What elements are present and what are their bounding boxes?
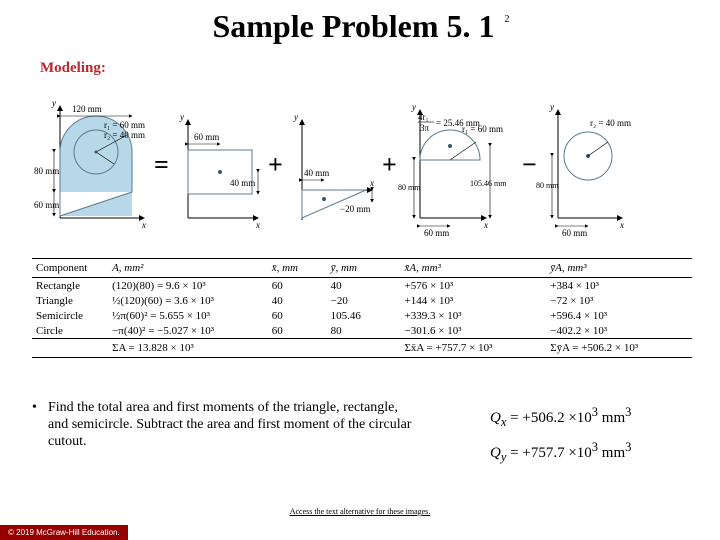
svg-text:x: x	[141, 220, 146, 230]
svg-text:120 mm: 120 mm	[72, 104, 102, 114]
table-sum-row: ΣA = 13.828 × 10³ Σx̄A = +757.7 × 10³ Σȳ…	[32, 339, 692, 358]
svg-text:3π: 3π	[420, 123, 430, 133]
svg-text:y: y	[51, 98, 56, 108]
moments-table: Component A, mm² x̄, mm ȳ, mm x̄A, mm³ ȳ…	[32, 258, 692, 358]
op-plus1: +	[268, 150, 282, 180]
section-label: Modeling:	[40, 60, 106, 77]
th-ybar: ȳ, mm	[327, 259, 401, 278]
result-qx: Qx = +506.2 ×103 mm3	[490, 400, 631, 435]
th-area: A, mm²	[108, 259, 268, 278]
svg-text:60 mm: 60 mm	[34, 200, 59, 210]
result-qy: Qy = +757.7 ×103 mm3	[490, 435, 631, 470]
svg-text:40 mm: 40 mm	[230, 178, 255, 188]
svg-text:y: y	[179, 112, 184, 122]
svg-text:x: x	[483, 220, 488, 230]
title-text: Sample Problem 5. 1	[212, 8, 494, 44]
slide-title: Sample Problem 5. 1 2	[0, 8, 720, 45]
op-minus: −	[522, 150, 536, 180]
title-sub: 2	[505, 14, 510, 25]
svg-text:r₁ = 60 mm: r₁ = 60 mm	[104, 120, 145, 130]
results-block: Qx = +506.2 ×103 mm3 Qy = +757.7 ×103 mm…	[490, 400, 631, 470]
svg-text:80 mm: 80 mm	[536, 181, 559, 190]
th-xa: x̄A, mm³	[401, 259, 547, 278]
th-xbar: x̄, mm	[268, 259, 327, 278]
svg-text:x: x	[255, 220, 260, 230]
svg-text:−20 mm: −20 mm	[340, 204, 370, 214]
th-ya: ȳA, mm³	[546, 259, 692, 278]
svg-text:x: x	[369, 178, 374, 188]
panel-semicircle: x y 4r₁ 3π = 25.46 mm r₁ = 60 mm 80 mm 1…	[400, 90, 518, 240]
svg-text:80 mm: 80 mm	[34, 166, 59, 176]
panel-circle: x y r₂ = 40 mm 80 mm 60 mm	[540, 90, 632, 240]
table-row: Circle −π(40)² = −5.027 × 10³ 60 80 −301…	[32, 323, 692, 339]
svg-text:r₂ = 40 mm: r₂ = 40 mm	[590, 118, 631, 128]
svg-text:60 mm: 60 mm	[424, 228, 449, 238]
svg-text:40 mm: 40 mm	[304, 168, 329, 178]
table-row: Rectangle (120)(80) = 9.6 × 10³ 60 40 +5…	[32, 278, 692, 294]
panel-rectangle: x y 60 mm 40 mm	[172, 90, 264, 240]
panel-triangle: x y 40 mm −20 mm	[286, 90, 378, 240]
svg-text:y: y	[411, 102, 416, 112]
table-header-row: Component A, mm² x̄, mm ȳ, mm x̄A, mm³ ȳ…	[32, 259, 692, 278]
figure-strip: x y 120 mm r₁ = 60 mm r₂ = 40 mm 8	[32, 90, 692, 240]
table-row: Triangle ½(120)(60) = 3.6 × 10³ 40 −20 +…	[32, 293, 692, 308]
bullet-icon: •	[32, 400, 37, 417]
svg-text:60 mm: 60 mm	[562, 228, 587, 238]
svg-text:r₂ = 40 mm: r₂ = 40 mm	[104, 130, 145, 140]
bullet-note: • Find the total area and first moments …	[48, 400, 418, 450]
svg-text:4r₁: 4r₁	[418, 112, 429, 122]
th-component: Component	[32, 259, 108, 278]
svg-text:y: y	[293, 112, 298, 122]
op-eq: =	[154, 150, 168, 180]
copyright-badge: © 2019 McGraw-Hill Education.	[0, 525, 128, 540]
op-plus2: +	[382, 150, 396, 180]
svg-text:x: x	[619, 220, 624, 230]
svg-text:r₁ = 60 mm: r₁ = 60 mm	[462, 124, 503, 134]
svg-text:y: y	[549, 102, 554, 112]
panel-composite: x y 120 mm r₁ = 60 mm r₂ = 40 mm 8	[32, 90, 150, 240]
note-text: Find the total area and first moments of…	[48, 400, 411, 449]
alt-text-link[interactable]: Access the text alternative for these im…	[0, 507, 720, 516]
svg-text:105.46 mm: 105.46 mm	[470, 179, 507, 188]
svg-text:60 mm: 60 mm	[194, 132, 219, 142]
svg-text:80 mm: 80 mm	[398, 183, 421, 192]
table-row: Semicircle ½π(60)² = 5.655 × 10³ 60 105.…	[32, 308, 692, 323]
